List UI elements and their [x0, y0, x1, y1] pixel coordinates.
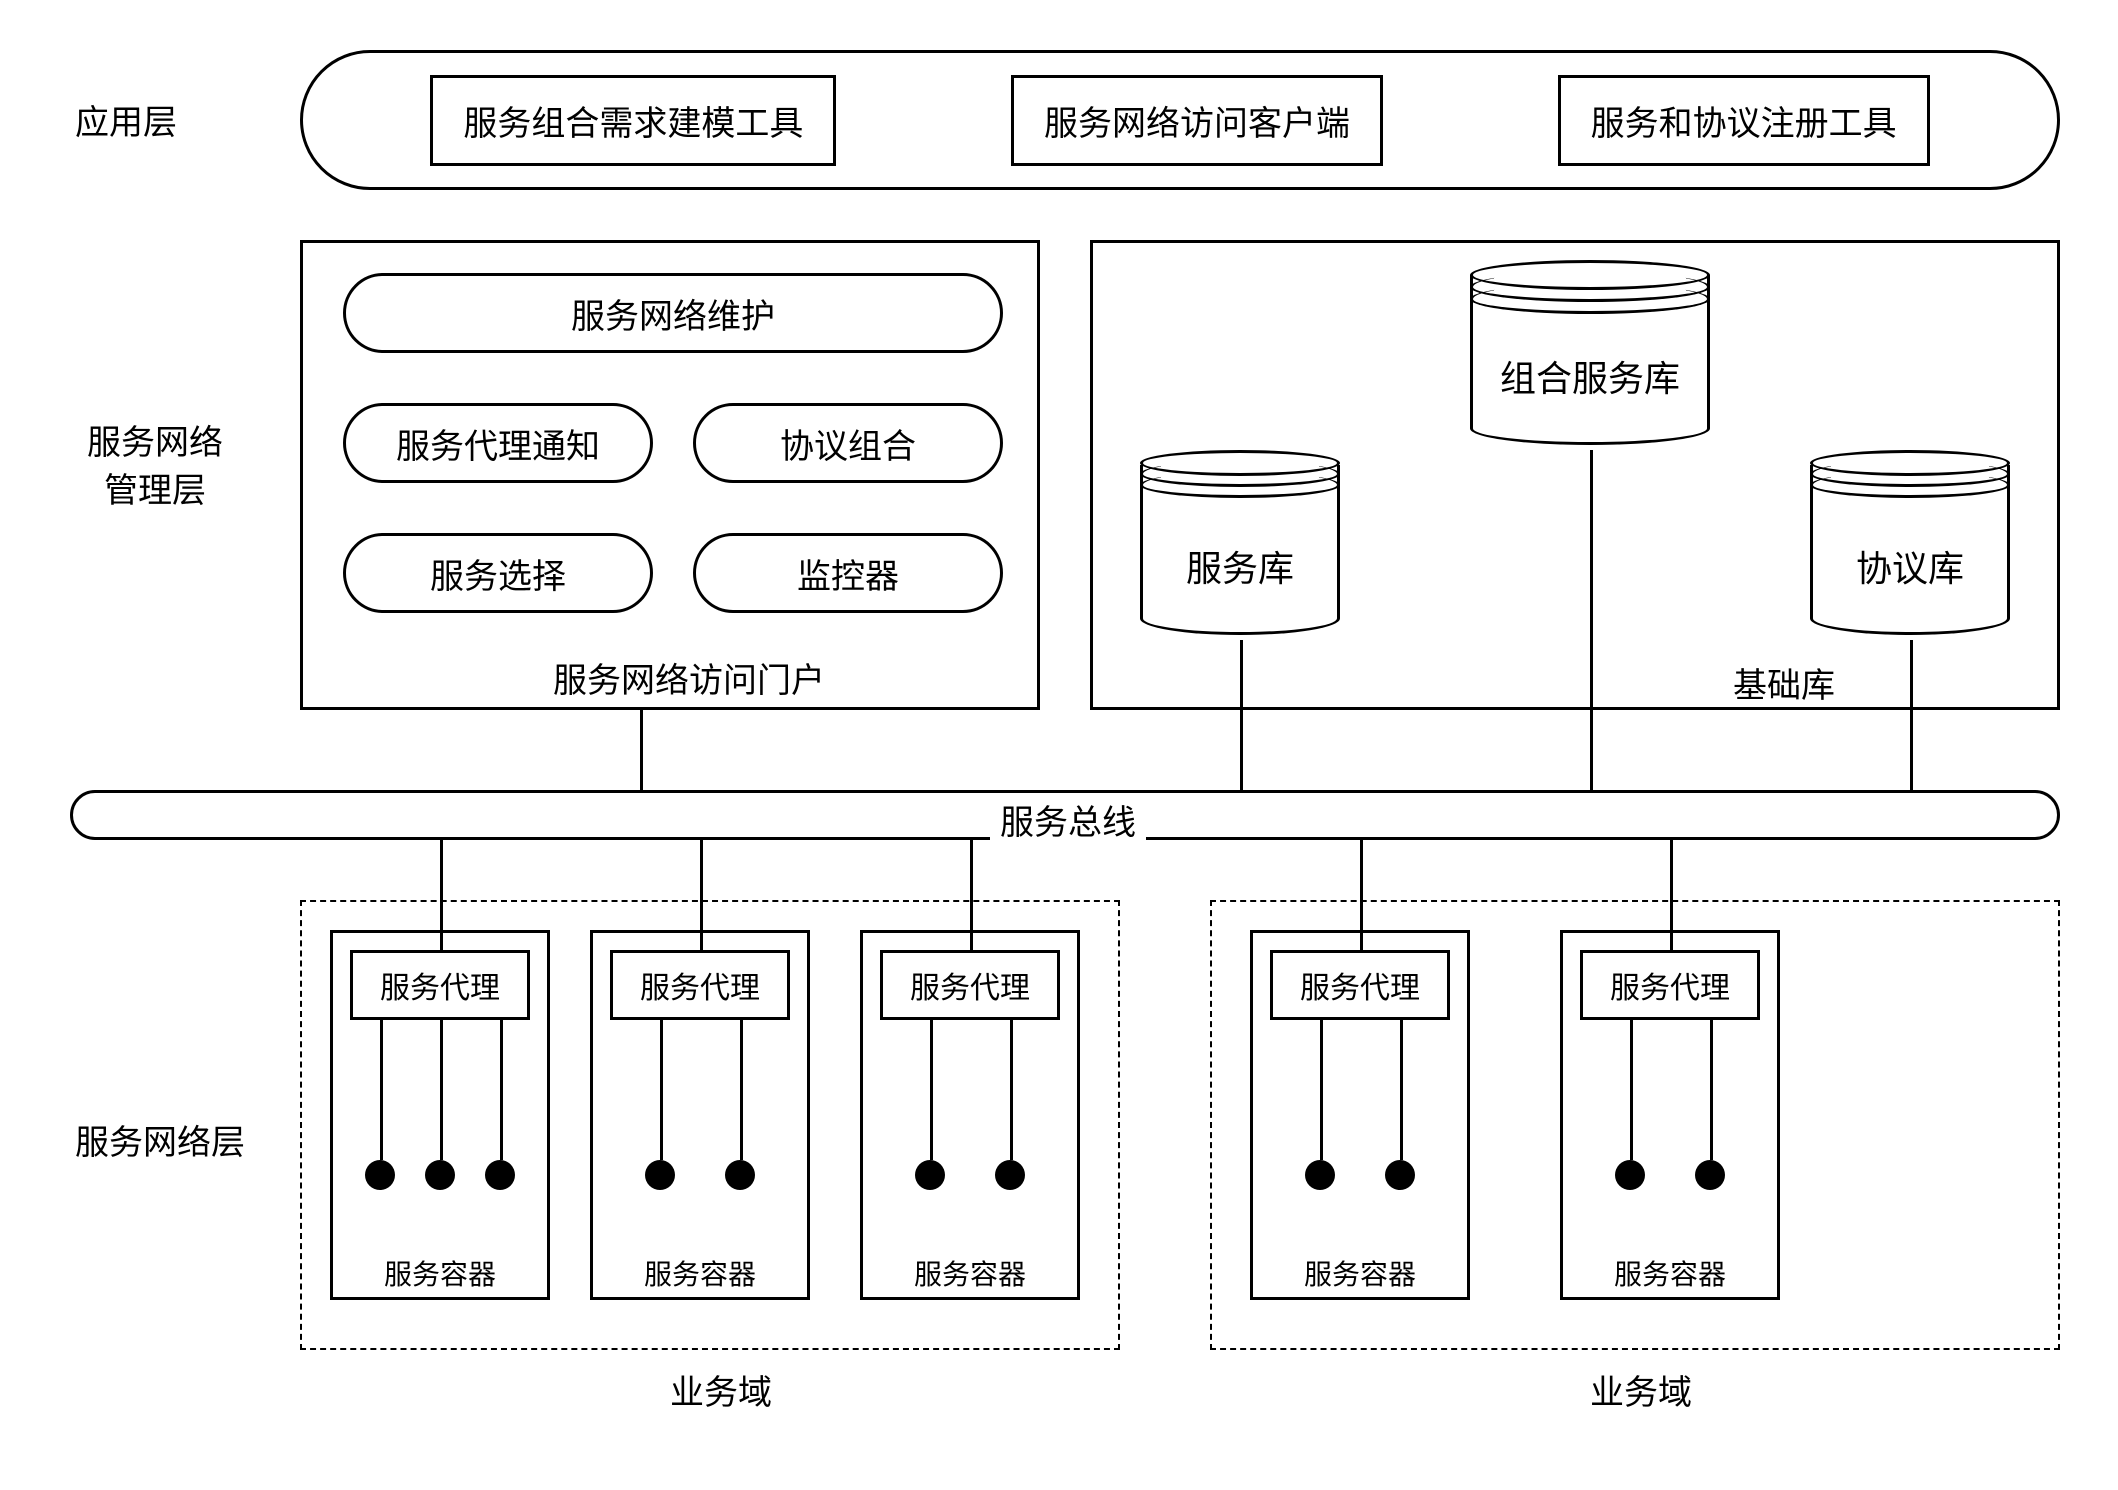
- mgmt-left-panel: 服务网络维护 服务代理通知 协议组合 服务选择 监控器 服务网络访问门户: [300, 240, 1040, 710]
- dot-4-2: [1385, 1160, 1415, 1190]
- line-protocol-bus: [1910, 640, 1913, 790]
- line-a2-d2: [740, 1020, 743, 1160]
- app-box-register: 服务和协议注册工具: [1558, 75, 1930, 166]
- dot-1-2: [425, 1160, 455, 1190]
- app-box-modeling: 服务组合需求建模工具: [430, 75, 836, 166]
- cylinder-composite: 组合服务库: [1470, 260, 1710, 460]
- container-4-label: 服务容器: [1253, 1253, 1467, 1293]
- domain-1-label: 业务域: [670, 1365, 772, 1414]
- line-a1-d3: [500, 1020, 503, 1160]
- dot-2-1: [645, 1160, 675, 1190]
- line-a2-d1: [660, 1020, 663, 1160]
- container-5-label: 服务容器: [1563, 1253, 1777, 1293]
- line-composite-bus: [1590, 450, 1593, 790]
- line-a3-d1: [930, 1020, 933, 1160]
- pill-service-select: 服务选择: [343, 533, 653, 613]
- line-a3-d2: [1010, 1020, 1013, 1160]
- container-2-label: 服务容器: [593, 1253, 807, 1293]
- line-a1-d2: [440, 1020, 443, 1160]
- dot-5-1: [1615, 1160, 1645, 1190]
- cylinder-protocol: 协议库: [1810, 450, 2010, 650]
- line-a5-d2: [1710, 1020, 1713, 1160]
- service-bus-label: 服务总线: [990, 795, 1146, 844]
- dot-5-2: [1695, 1160, 1725, 1190]
- dot-1-3: [485, 1160, 515, 1190]
- agent-3: 服务代理: [880, 950, 1060, 1020]
- line-a1-d1: [380, 1020, 383, 1160]
- agent-5: 服务代理: [1580, 950, 1760, 1020]
- layer-label-network: 服务网络层: [75, 1120, 245, 1168]
- pill-monitor: 监控器: [693, 533, 1003, 613]
- dot-4-1: [1305, 1160, 1335, 1190]
- dot-1-1: [365, 1160, 395, 1190]
- agent-2: 服务代理: [610, 950, 790, 1020]
- cylinder-service: 服务库: [1140, 450, 1340, 650]
- line-a5-d1: [1630, 1020, 1633, 1160]
- cylinder-service-label: 服务库: [1140, 540, 1340, 592]
- pill-agent-notify: 服务代理通知: [343, 403, 653, 483]
- mgmt-left-title: 服务网络访问门户: [553, 653, 825, 702]
- dot-3-2: [995, 1160, 1025, 1190]
- container-3-label: 服务容器: [863, 1253, 1077, 1293]
- app-box-client: 服务网络访问客户端: [1011, 75, 1383, 166]
- app-layer: 服务组合需求建模工具 服务网络访问客户端 服务和协议注册工具: [300, 50, 2060, 190]
- line-portal-bus: [640, 710, 643, 790]
- cylinder-composite-label: 组合服务库: [1470, 350, 1710, 402]
- line-a4-d1: [1320, 1020, 1323, 1160]
- container-1-label: 服务容器: [333, 1253, 547, 1293]
- line-service-bus: [1240, 640, 1243, 790]
- dot-2-2: [725, 1160, 755, 1190]
- agent-4: 服务代理: [1270, 950, 1450, 1020]
- mgmt-right-title: 基础库: [1733, 658, 1835, 707]
- layer-label-mgmt: 服务网络管理层: [75, 420, 235, 515]
- layer-label-app: 应用层: [75, 100, 177, 148]
- dot-3-1: [915, 1160, 945, 1190]
- domain-2-label: 业务域: [1590, 1365, 1692, 1414]
- pill-maintenance: 服务网络维护: [343, 273, 1003, 353]
- line-a4-d2: [1400, 1020, 1403, 1160]
- agent-1: 服务代理: [350, 950, 530, 1020]
- cylinder-protocol-label: 协议库: [1810, 540, 2010, 592]
- pill-protocol-combine: 协议组合: [693, 403, 1003, 483]
